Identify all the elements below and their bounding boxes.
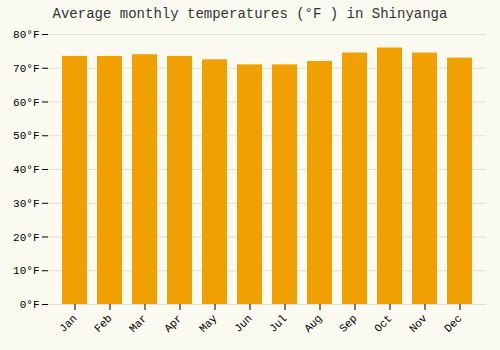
svg-text:10°F: 10°F [13,265,39,277]
svg-text:Oct: Oct [372,312,394,334]
svg-text:Apr: Apr [162,312,184,334]
svg-text:20°F: 20°F [13,232,39,244]
svg-text:80°F: 80°F [13,29,39,41]
svg-text:70°F: 70°F [13,63,39,75]
svg-text:Jul: Jul [267,312,289,334]
svg-text:40°F: 40°F [13,164,39,176]
svg-text:May: May [197,312,220,335]
html-text:Average monthly temperatures (: Average monthly temperatures (°F ) in Sh… [52,6,448,22]
svg-text:Aug: Aug [302,312,324,334]
svg-text:60°F: 60°F [13,97,39,109]
svg-text:0°F: 0°F [20,299,40,311]
svg-text:Feb: Feb [92,312,114,334]
svg-text:Nov: Nov [407,312,430,335]
svg-text:50°F: 50°F [13,130,39,142]
svg-text:30°F: 30°F [13,198,39,210]
svg-text:Mar: Mar [127,312,149,334]
svg-text:Jan: Jan [57,312,79,334]
svg-text:Jun: Jun [232,312,254,334]
svg-text:Dec: Dec [442,312,464,334]
svg-text:Sep: Sep [337,312,359,334]
